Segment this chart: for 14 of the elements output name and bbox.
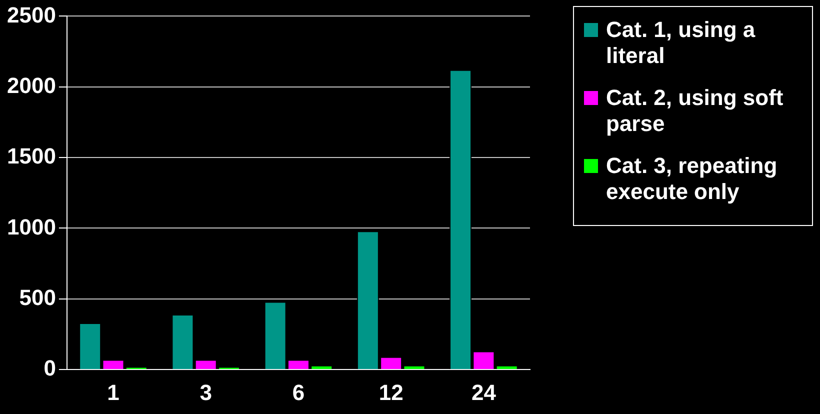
y-tick-label: 0 [44,356,56,381]
y-tick-label: 1000 [6,214,56,240]
x-tick-label: 3 [200,380,212,405]
y-tick-label: 500 [19,284,56,310]
y-tick-label: 1500 [6,144,56,169]
x-tick-label: 24 [471,380,497,405]
x-tick-label: 6 [292,380,305,405]
legend-label: Cat. 2, using soft parse [606,85,784,137]
y-tick-label: 2500 [6,2,56,28]
legend-label: Cat. 1, using a literal [606,17,756,69]
x-tick-label: 1 [107,380,120,405]
x-tick-label: 12 [378,380,404,405]
y-tick-label: 2000 [6,72,56,98]
legend-label: Cat. 3, repeating execute only [606,153,778,205]
